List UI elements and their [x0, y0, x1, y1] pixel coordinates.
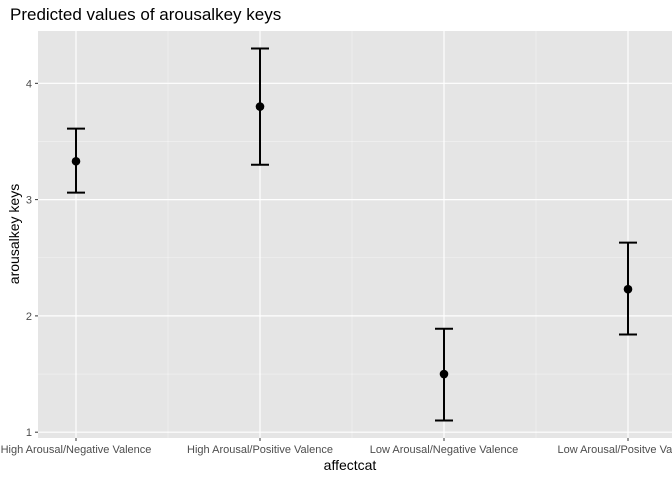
data-point [623, 284, 633, 294]
data-point [439, 369, 449, 379]
y-tick-label: 3 [26, 195, 32, 207]
x-tick-label: High Arousal/Negative Valence [1, 444, 152, 456]
y-axis-title: arousalkey keys [6, 184, 22, 284]
x-tick-label: Low Arousal/Positve Valence [557, 444, 672, 456]
y-tick-label: 1 [26, 427, 32, 439]
chart-title: Predicted values of arousalkey keys [10, 5, 281, 24]
x-tick-label: Low Arousal/Negative Valence [370, 444, 518, 456]
data-point [255, 102, 265, 111]
axis-layer: 1 2 3 4 High Arousal/Negative Valence High Ar… [1, 78, 672, 456]
y-tick-label: 4 [26, 78, 32, 90]
y-tick-label: 2 [26, 311, 32, 323]
marks-layer [67, 47, 637, 422]
data-point [71, 156, 81, 166]
plot-panel [38, 31, 672, 438]
x-axis-title: affectcat [324, 457, 377, 473]
x-tick-label: High Arousal/Positive Valence [187, 444, 333, 456]
